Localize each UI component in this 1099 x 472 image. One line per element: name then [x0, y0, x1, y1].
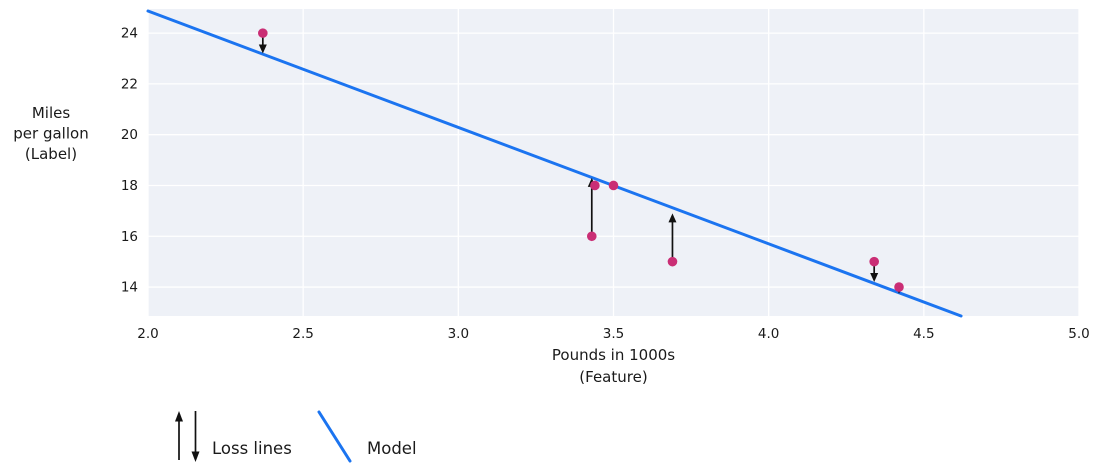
model-line-layer	[146, 9, 963, 318]
data-point	[894, 282, 904, 292]
x-tick-label: 4.0	[758, 326, 779, 342]
y-tick-label: 16	[121, 229, 138, 245]
loss-arrowhead-icon	[258, 44, 267, 54]
x-tick-label: 4.5	[913, 326, 934, 342]
y-axis-label-line-2: per gallon	[13, 125, 88, 143]
y-tick-label: 22	[121, 76, 138, 92]
legend: Loss lines Model	[175, 410, 417, 463]
y-axis-label-line-1: Miles	[32, 104, 71, 122]
x-tick-label: 2.0	[137, 326, 158, 342]
data-point	[608, 180, 619, 191]
loss-line	[668, 213, 677, 262]
y-tick-label: 18	[121, 178, 138, 194]
y-tick-labels: 14 16 18 20 22 24	[121, 26, 138, 296]
x-tick-label: 3.5	[603, 326, 624, 342]
model-line	[146, 9, 963, 318]
loss-arrowhead-icon	[870, 272, 879, 282]
x-tick-label: 5.0	[1068, 326, 1089, 342]
data-point	[667, 256, 678, 267]
data-point	[590, 180, 600, 191]
x-tick-label: 3.0	[448, 326, 469, 342]
x-axis-label-line-2: (Feature)	[579, 368, 647, 386]
y-tick-label: 14	[121, 280, 138, 296]
data-point	[869, 256, 879, 267]
legend-label-model: Model	[367, 439, 417, 458]
data-point	[586, 231, 597, 242]
legend-label-loss-lines: Loss lines	[212, 439, 292, 458]
x-tick-label: 2.5	[292, 326, 313, 342]
loss-lines-legend-icon	[175, 411, 200, 462]
model-legend-icon	[317, 410, 352, 463]
data-points-layer	[258, 28, 904, 292]
y-tick-label: 20	[121, 127, 138, 143]
y-tick-label: 24	[121, 26, 138, 42]
x-axis-label-line-1: Pounds in 1000s	[552, 346, 675, 364]
y-axis-label: Miles per gallon (Label)	[13, 104, 88, 163]
data-point	[258, 28, 268, 38]
x-axis-label: Pounds in 1000s (Feature)	[552, 346, 675, 386]
x-tick-labels: 2.0 2.5 3.0 3.5 4.0 4.5 5.0	[137, 326, 1089, 342]
loss-arrowhead-icon	[668, 213, 677, 223]
y-axis-label-line-3: (Label)	[25, 145, 77, 163]
